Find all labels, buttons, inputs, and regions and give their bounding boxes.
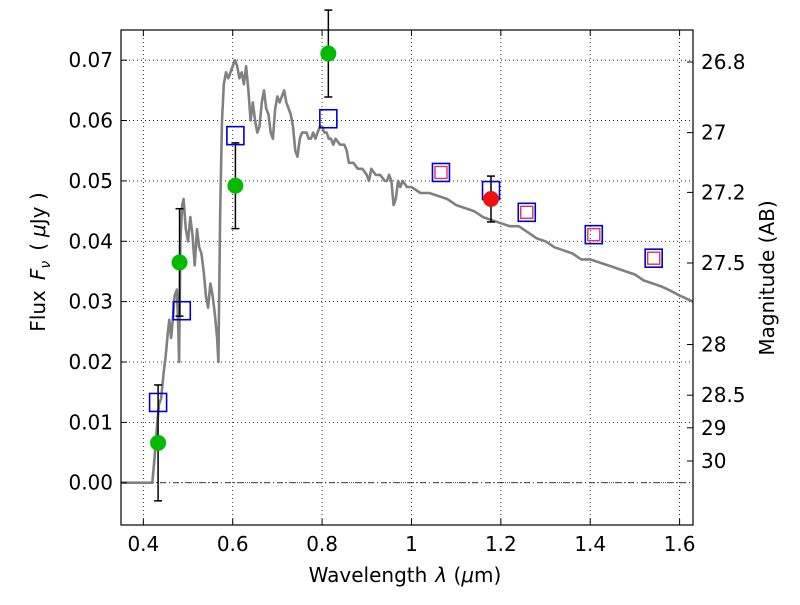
- grid-lines: [121, 30, 693, 525]
- y-axis-label-unit-mu: μ: [26, 224, 50, 238]
- sed-curve: [121, 58, 694, 484]
- x-axis-label-unit-mu: μ: [460, 563, 474, 587]
- model-sed: [121, 58, 694, 484]
- y-axis-label-symbol: F: [26, 268, 50, 280]
- x-tick-label: 1.2: [485, 532, 517, 556]
- y-tick-label: 0.06: [68, 109, 113, 133]
- y-tick-label: 0.07: [68, 48, 113, 72]
- x-tick-label: 1: [405, 532, 418, 556]
- model-square: [644, 248, 663, 268]
- right-tick-label: 27: [701, 121, 726, 145]
- model-square-inner: [587, 227, 601, 242]
- model-squares: [148, 108, 663, 413]
- tick-labels: 0.4 0.6 0.8 1 1.2 1.4 1.6 0.00 0.01 0.02 0.03 0.04 0…: [68, 48, 745, 556]
- right-tick-label: 28.5: [701, 383, 746, 407]
- right-tick-label: 29: [701, 416, 726, 440]
- x-axis-label-unit-open: (: [447, 563, 461, 587]
- y-axis-label: Flux Fν ( μJy ): [26, 192, 54, 331]
- right-tick-label: 26.8: [701, 50, 746, 74]
- x-tick-label: 0.6: [217, 532, 249, 556]
- model-square: [172, 300, 192, 321]
- x-axis-label: Wavelength λ (μm): [309, 563, 502, 587]
- model-square-inner: [520, 205, 534, 220]
- x-tick-label: 1.4: [574, 532, 606, 556]
- y-tick-label: 0.05: [68, 169, 113, 193]
- model-square: [584, 224, 604, 245]
- y-tick-label: 0.01: [68, 410, 113, 434]
- model-square: [148, 392, 168, 413]
- model-square: [517, 202, 537, 223]
- y-tick-label: 0.02: [68, 350, 113, 374]
- model-square: [226, 125, 245, 146]
- right-tick-label: 27.2: [701, 180, 746, 204]
- measurement-point-red: [483, 191, 500, 208]
- measurement-point: [320, 45, 337, 62]
- y-axis-label-unit-open: (: [26, 243, 50, 251]
- y-axis-label-subscript: ν: [38, 261, 54, 269]
- model-square-inner: [434, 165, 448, 180]
- axis-ticks: [121, 30, 693, 525]
- y-tick-label: 0.00: [68, 471, 113, 495]
- x-axis-label-text: Wavelength: [309, 563, 428, 587]
- y-tick-label: 0.04: [68, 229, 113, 253]
- x-axis-label-symbol: λ: [434, 563, 447, 587]
- x-tick-label: 0.4: [127, 532, 159, 556]
- right-tick-label: 27.5: [701, 251, 746, 275]
- x-tick-label: 1.6: [664, 532, 696, 556]
- y-axis-label-text: Flux: [26, 290, 50, 332]
- right-axis-label: Magnitude (AB): [755, 200, 779, 355]
- model-square: [431, 162, 451, 183]
- model-square-inner: [646, 251, 661, 265]
- right-tick-label: 30: [701, 449, 726, 473]
- x-axis-label-unit-close: m): [474, 563, 501, 587]
- measurement-point: [171, 254, 188, 271]
- plot-frame: [120, 29, 694, 526]
- measurement-point: [150, 434, 167, 451]
- right-tick-label: 28: [701, 333, 726, 357]
- model-square: [319, 108, 338, 129]
- measurement-points: [150, 45, 500, 451]
- x-tick-label: 0.8: [306, 532, 338, 556]
- y-axis-label-unit-close: Jy ): [26, 192, 50, 226]
- y-tick-label: 0.03: [68, 290, 113, 314]
- measurement-point: [227, 177, 244, 194]
- error-bars: [154, 9, 496, 502]
